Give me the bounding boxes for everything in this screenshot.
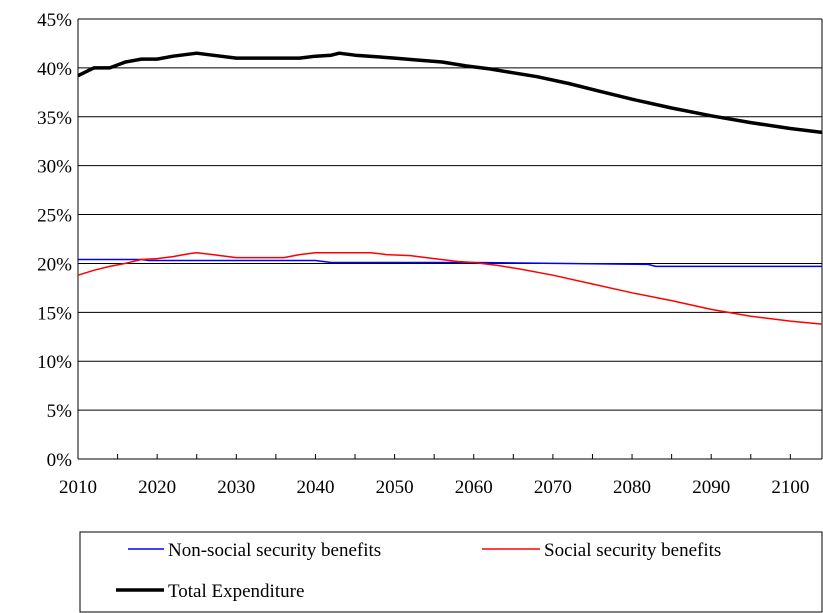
x-tick-label: 2070 (534, 477, 572, 498)
x-tick-label: 2040 (296, 477, 334, 498)
x-tick-label: 2010 (59, 477, 97, 498)
x-tick-label: 2020 (138, 477, 176, 498)
y-tick-label: 40% (37, 59, 72, 80)
y-tick-label: 25% (37, 206, 72, 227)
legend: Non-social security benefits Social secu… (79, 531, 823, 613)
x-tick-label: 2100 (771, 477, 809, 498)
x-tick-label: 2080 (613, 477, 651, 498)
y-tick-label: 30% (37, 157, 72, 178)
y-tick-label: 45% (37, 10, 72, 31)
legend-label-total-expenditure: Total Expenditure (168, 581, 304, 602)
x-tick-label: 2060 (455, 477, 493, 498)
series-line-2 (77, 251, 823, 325)
axes (77, 19, 823, 460)
x-tick-label: 2090 (692, 477, 730, 498)
x-tick-label: 2050 (376, 477, 414, 498)
y-tick-label: 0% (47, 450, 73, 471)
y-tick-labels: 0% 5% 10% 15% 20% 25% 30% 35% 40% 45% (37, 10, 72, 471)
series-lines (77, 51, 823, 325)
y-tick-label: 5% (47, 401, 73, 422)
y-tick-label: 10% (37, 352, 72, 373)
legend-label-non-social-security: Non-social security benefits (168, 540, 381, 561)
y-tick-label: 20% (37, 254, 72, 275)
y-tick-label: 15% (37, 303, 72, 324)
legend-box (79, 531, 823, 613)
gridlines (78, 18, 822, 411)
x-tick-labels: 2010 2020 2030 2040 2050 2060 2070 2080 2090 2100 (59, 477, 809, 498)
y-tick-label: 35% (37, 108, 72, 129)
x-tick-label: 2030 (217, 477, 255, 498)
legend-label-social-security: Social security benefits (544, 540, 721, 561)
series-line-3 (77, 51, 823, 135)
